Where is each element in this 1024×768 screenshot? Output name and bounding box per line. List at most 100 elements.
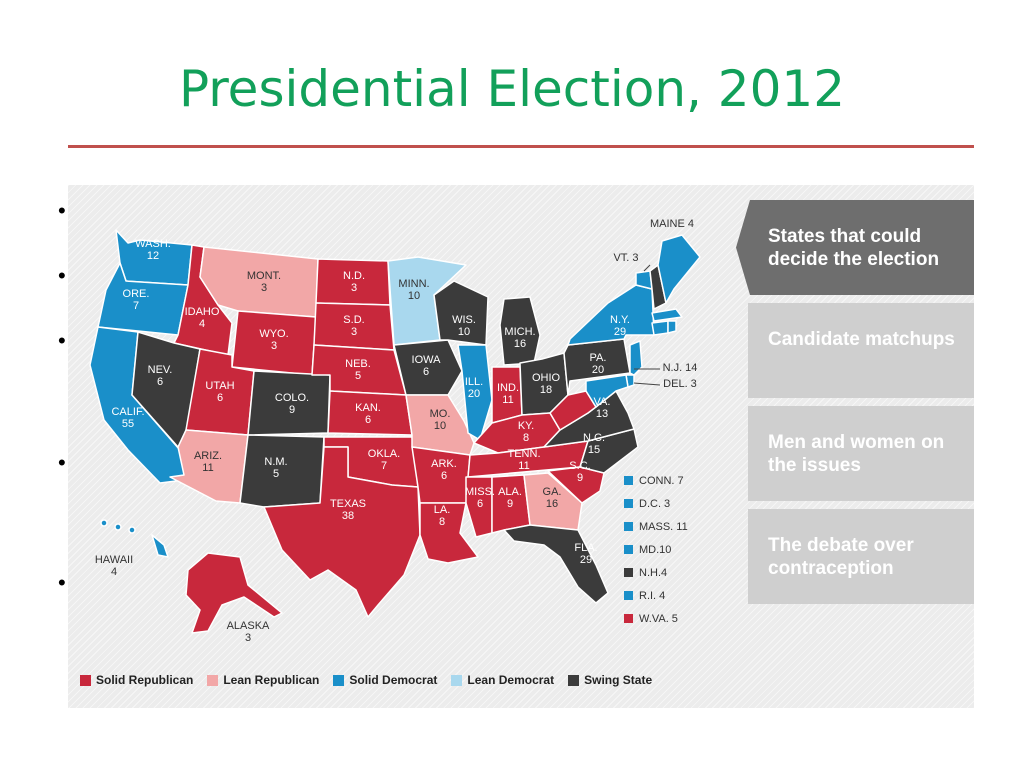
state-label-wa: WASH. 12 <box>135 238 171 262</box>
bullet-marker: • <box>58 450 66 475</box>
state-label-me: MAINE 4 <box>650 218 694 230</box>
state-hi-island <box>100 519 108 527</box>
state-label-sc: S.C. 9 <box>569 460 590 484</box>
bullet-column: • • • • • <box>58 0 78 768</box>
state-label-mo: MO. 10 <box>430 408 451 432</box>
state-nh[interactable] <box>649 264 667 310</box>
small-state-row: W.VA. 5 <box>624 607 734 630</box>
state-label-il: ILL. 20 <box>465 376 483 400</box>
topic-tabs: States that could decide the election Ca… <box>736 200 974 604</box>
state-label-oh: OHIO 18 <box>532 372 561 396</box>
small-state-swatch <box>624 614 633 623</box>
state-label-mi: MICH. 16 <box>504 326 535 350</box>
state-ri[interactable] <box>667 320 677 334</box>
de-leader-line <box>633 382 661 386</box>
state-label-va: VA. 13 <box>594 396 611 420</box>
legend-swatch <box>80 674 91 686</box>
state-label-fl: FLA. 29 <box>574 542 597 566</box>
state-label-co: COLO. 9 <box>275 392 309 416</box>
legend-item-lean-republican: Lean Republican <box>207 673 319 687</box>
state-label-ky: KY. 8 <box>518 420 534 444</box>
state-ct[interactable] <box>651 320 669 336</box>
state-ma[interactable] <box>651 308 683 322</box>
state-label-sd: S.D. 3 <box>343 314 364 338</box>
us-electoral-map: WASH. 12 ORE. 7 CALIF. 55 IDAHO 4 NEV. 6 MONT. 3 WYO… <box>89 218 701 644</box>
state-label-ut: UTAH 6 <box>205 380 234 404</box>
state-label-in: IND. 11 <box>497 382 519 406</box>
state-ga[interactable] <box>523 472 583 531</box>
state-label-ia: IOWA 6 <box>412 354 442 378</box>
bullet-marker: • <box>58 263 66 288</box>
state-label-hi: HAWAII 4 <box>95 554 133 578</box>
small-state-label: N.H.4 <box>639 566 668 579</box>
bullet-marker: • <box>58 570 66 595</box>
state-label-mt: MONT. 3 <box>247 270 281 294</box>
small-state-label: CONN. 7 <box>639 474 684 487</box>
legend-label: Solid Republican <box>96 673 194 687</box>
state-md[interactable] <box>585 374 629 408</box>
state-hi[interactable] <box>151 534 169 558</box>
map-legend: Solid Republican Lean Republican Solid D… <box>80 671 652 689</box>
state-ia[interactable] <box>393 339 463 396</box>
state-la[interactable] <box>419 502 479 564</box>
tab-states-that-could-decide[interactable]: States that could decide the election <box>736 200 974 295</box>
state-label-or: ORE. 7 <box>123 288 150 312</box>
state-label-ks: KAN. 6 <box>355 402 381 426</box>
state-label-mn: MINN. 10 <box>398 278 429 302</box>
state-label-tx: TEXAS 38 <box>330 498 366 522</box>
state-label-wi: WIS. 10 <box>452 314 476 338</box>
small-state-label: D.C. 3 <box>639 497 671 510</box>
state-me[interactable] <box>657 234 701 304</box>
small-state-swatch <box>624 476 633 485</box>
state-label-ne: NEB. 5 <box>345 358 371 382</box>
state-hi-island <box>128 526 136 534</box>
state-tx[interactable] <box>263 446 421 618</box>
state-nm[interactable] <box>239 434 325 508</box>
tab-debate-over-contraception[interactable]: The debate over contraception <box>748 509 974 604</box>
state-fl[interactable] <box>503 524 609 604</box>
legend-item-swing-state: Swing State <box>568 673 652 687</box>
small-state-row: R.I. 4 <box>624 584 734 607</box>
legend-item-solid-republican: Solid Republican <box>80 673 193 687</box>
state-label-nm: N.M. 5 <box>264 456 287 480</box>
legend-swatch <box>207 674 219 686</box>
state-sc[interactable] <box>547 466 605 504</box>
legend-label: Lean Republican <box>223 673 320 687</box>
state-ms[interactable] <box>465 476 493 538</box>
small-state-swatch <box>624 591 633 600</box>
state-label-ca: CALIF. 55 <box>111 406 144 430</box>
small-state-swatch <box>624 499 633 508</box>
title-underline <box>68 145 974 148</box>
legend-swatch <box>333 674 345 686</box>
state-label-nv: NEV. 6 <box>148 364 173 388</box>
state-label-nd: N.D. 3 <box>343 270 365 294</box>
state-label-vt: VT. 3 <box>613 252 638 264</box>
legend-item-lean-democrat: Lean Democrat <box>451 673 554 687</box>
state-mo[interactable] <box>405 394 475 456</box>
tab-candidate-matchups[interactable]: Candidate matchups <box>748 303 974 398</box>
tab-men-and-women[interactable]: Men and women on the issues <box>748 406 974 501</box>
legend-swatch <box>568 674 580 686</box>
small-state-row: MASS. 11 <box>624 515 734 538</box>
state-label-tn: TENN. 11 <box>508 448 541 472</box>
small-state-label: R.I. 4 <box>639 589 666 602</box>
small-states-key: CONN. 7 D.C. 3 MASS. 11 MD.10 N.H.4 R.I. 4 W.V… <box>624 469 734 630</box>
state-label-ga: GA. 16 <box>543 486 562 510</box>
state-label-ar: ARK. 6 <box>431 458 457 482</box>
bullet-marker: • <box>58 198 66 223</box>
state-hi-island <box>114 523 122 531</box>
legend-swatch <box>451 674 463 686</box>
state-nj[interactable] <box>629 340 643 376</box>
legend-label: Lean Democrat <box>467 673 555 687</box>
small-state-swatch <box>624 545 633 554</box>
slide-title: Presidential Election, 2012 <box>178 60 846 118</box>
state-label-ok: OKLA. 7 <box>368 448 400 472</box>
state-label-ms: MISS. 6 <box>465 486 495 510</box>
vt-leader-line <box>643 264 651 272</box>
state-label-wy: WYO. 3 <box>259 328 288 352</box>
state-label-de: DEL. 3 <box>663 378 697 390</box>
small-state-swatch <box>624 522 633 531</box>
small-state-label: MD.10 <box>639 543 672 556</box>
state-label-id: IDAHO 4 <box>185 306 220 330</box>
state-ak[interactable] <box>185 552 283 634</box>
